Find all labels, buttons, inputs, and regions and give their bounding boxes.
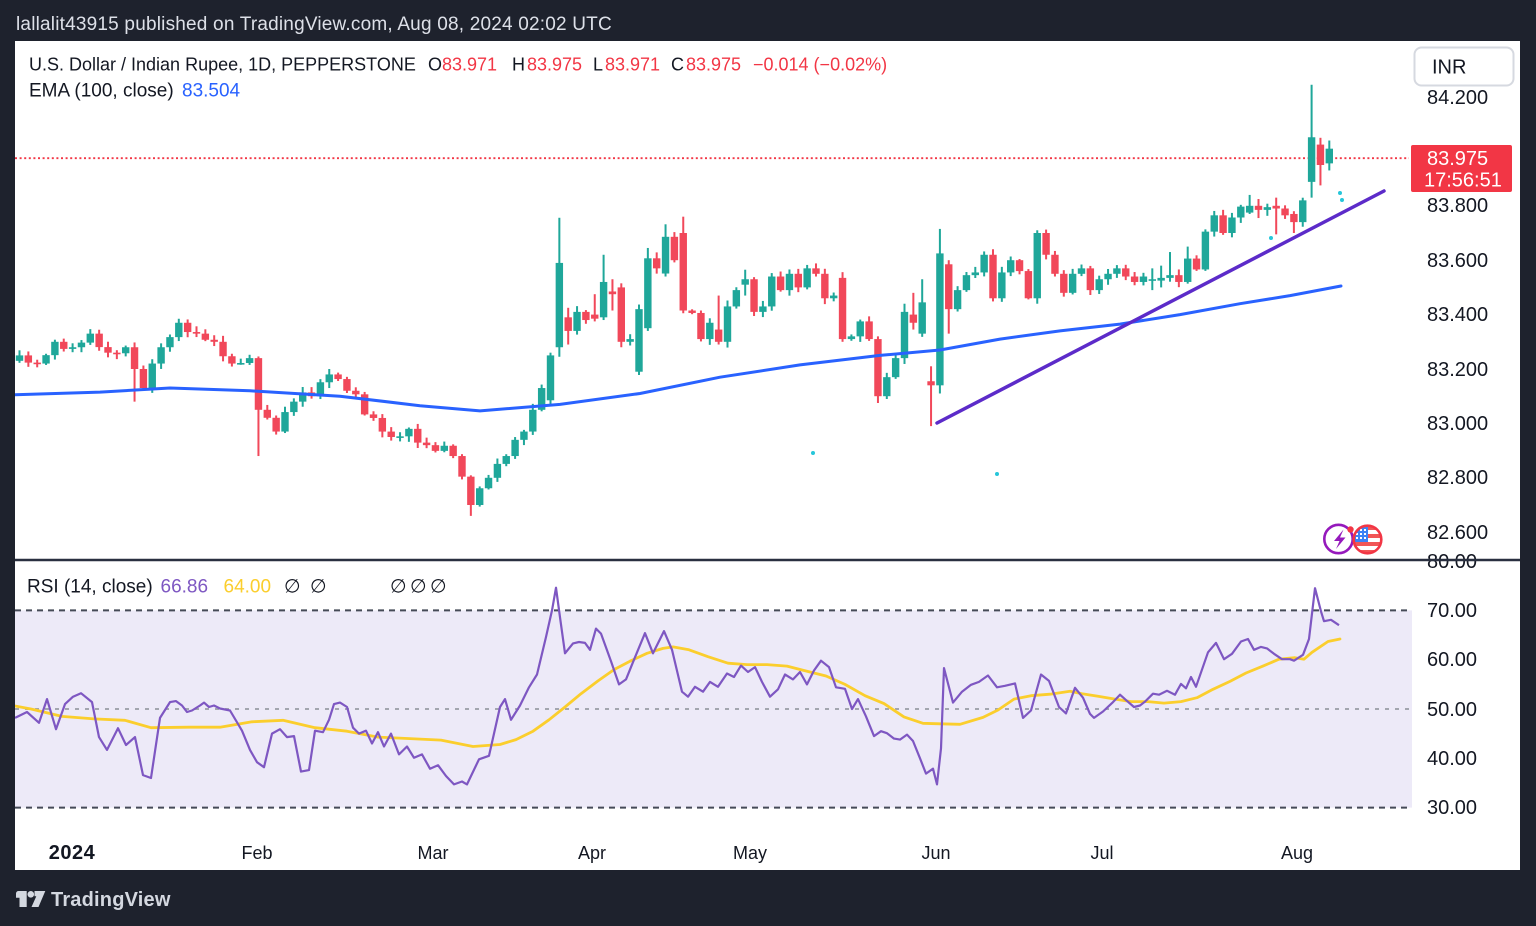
svg-text:83.504: 83.504 — [182, 81, 241, 102]
svg-text:∅: ∅ — [310, 577, 327, 598]
svg-text:∅: ∅ — [430, 577, 447, 598]
svg-text:17:56:51: 17:56:51 — [1424, 170, 1502, 192]
svg-text:50.00: 50.00 — [1427, 699, 1477, 721]
svg-text:EMA (100, close): EMA (100, close) — [29, 81, 174, 102]
svg-text:84.200: 84.200 — [1427, 87, 1488, 109]
svg-text:83.971: 83.971 — [442, 55, 497, 75]
svg-text:∅: ∅ — [410, 577, 427, 598]
svg-text:∅: ∅ — [284, 577, 301, 598]
svg-text:40.00: 40.00 — [1427, 748, 1477, 770]
svg-text:Jul: Jul — [1090, 843, 1113, 863]
svg-text:Apr: Apr — [578, 843, 606, 863]
svg-text:Aug: Aug — [1281, 843, 1313, 863]
svg-text:C: C — [671, 55, 684, 75]
svg-text:83.975: 83.975 — [1427, 148, 1488, 170]
svg-text:L: L — [593, 55, 603, 75]
svg-text:Feb: Feb — [241, 843, 272, 863]
svg-text:INR: INR — [1432, 57, 1466, 79]
svg-text:83.200: 83.200 — [1427, 359, 1488, 381]
svg-text:82.800: 82.800 — [1427, 467, 1488, 489]
svg-text:83.400: 83.400 — [1427, 304, 1488, 326]
svg-text:30.00: 30.00 — [1427, 797, 1477, 819]
svg-text:82.600: 82.600 — [1427, 522, 1488, 544]
svg-text:Mar: Mar — [418, 843, 449, 863]
svg-text:Jun: Jun — [921, 843, 950, 863]
svg-text:83.971: 83.971 — [605, 55, 660, 75]
svg-text:∅: ∅ — [390, 577, 407, 598]
svg-text:60.00: 60.00 — [1427, 649, 1477, 671]
svg-text:−0.014 (−0.02%): −0.014 (−0.02%) — [753, 55, 887, 75]
svg-text:83.975: 83.975 — [686, 55, 741, 75]
svg-text:H: H — [512, 55, 525, 75]
svg-text:83.975: 83.975 — [527, 55, 582, 75]
svg-text:83.000: 83.000 — [1427, 413, 1488, 435]
svg-text:TradingView: TradingView — [51, 889, 171, 911]
svg-text:83.600: 83.600 — [1427, 250, 1488, 272]
svg-text:66.86: 66.86 — [161, 577, 209, 598]
svg-text:70.00: 70.00 — [1427, 600, 1477, 622]
svg-text:O: O — [428, 55, 442, 75]
svg-text:83.800: 83.800 — [1427, 195, 1488, 217]
svg-text:May: May — [733, 843, 767, 863]
svg-text:80.00: 80.00 — [1427, 551, 1477, 573]
svg-text:lallalit43915 published on Tra: lallalit43915 published on TradingView.c… — [16, 14, 612, 35]
svg-text:2024: 2024 — [49, 842, 96, 864]
svg-text:U.S. Dollar / Indian Rupee, 1D: U.S. Dollar / Indian Rupee, 1D, PEPPERST… — [29, 55, 416, 75]
svg-text:RSI (14, close): RSI (14, close) — [27, 577, 153, 598]
svg-text:64.00: 64.00 — [224, 577, 272, 598]
